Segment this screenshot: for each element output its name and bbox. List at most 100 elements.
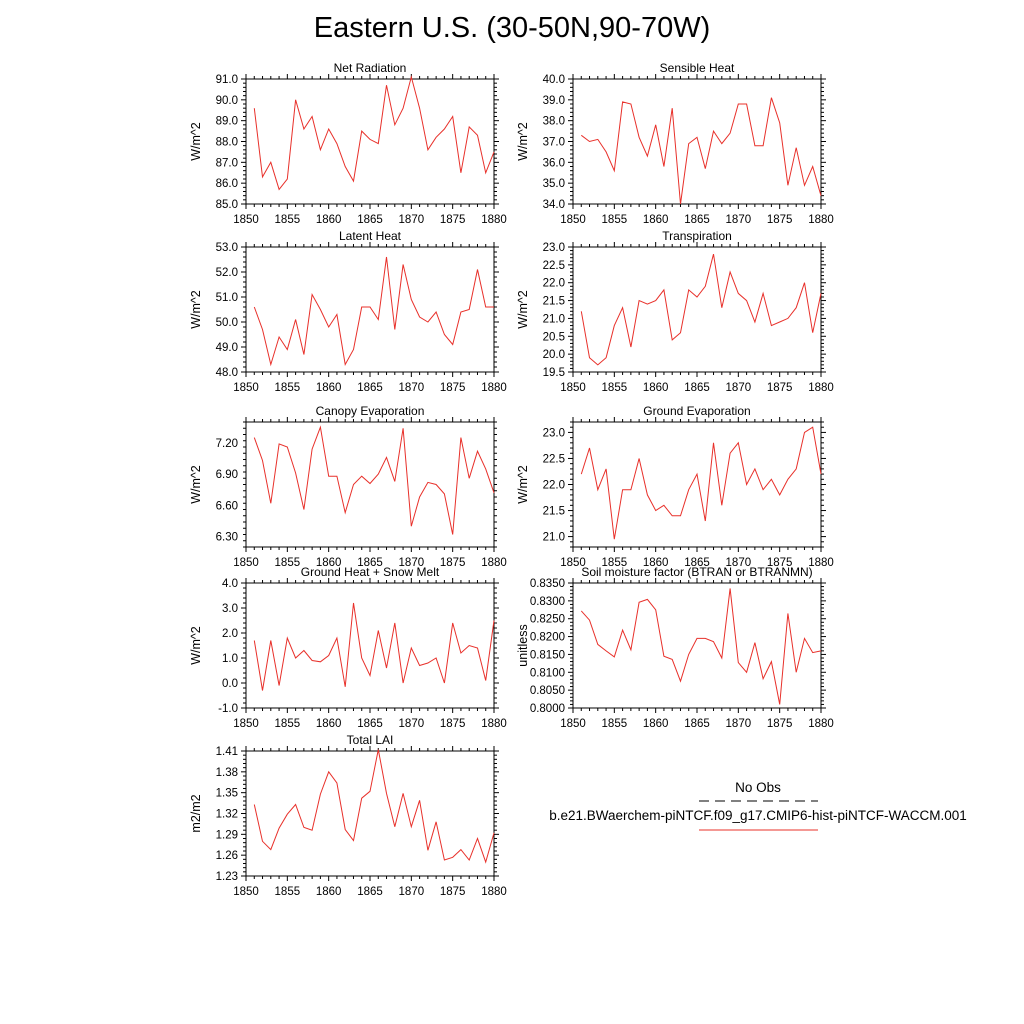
- y-axis-label: W/m^2: [189, 465, 203, 504]
- y-tick-label: 23.0: [543, 427, 565, 439]
- x-tick-label: 1855: [275, 557, 301, 569]
- y-tick-label: 22.0: [543, 480, 565, 492]
- y-tick-label: 87.0: [216, 157, 238, 169]
- x-tick-label: 1880: [481, 214, 507, 226]
- y-tick-label: 22.0: [543, 278, 565, 290]
- x-tick-label: 1860: [643, 718, 669, 730]
- x-tick-label: 1865: [684, 214, 710, 226]
- x-tick-label: 1875: [440, 886, 466, 898]
- y-tick-label: 1.38: [216, 767, 238, 779]
- y-tick-label: 88.0: [216, 137, 238, 149]
- y-tick-label: 0.8000: [530, 703, 565, 715]
- x-tick-label: 1875: [767, 557, 793, 569]
- y-tick-label: 0.8350: [530, 578, 565, 590]
- y-axis-label: W/m^2: [189, 626, 203, 665]
- y-tick-label: 20.0: [543, 349, 565, 361]
- y-tick-label: 36.0: [543, 157, 565, 169]
- x-tick-label: 1870: [399, 214, 425, 226]
- plot-frame: [572, 78, 822, 205]
- x-tick-label: 1865: [357, 557, 383, 569]
- y-tick-label: 51.0: [216, 292, 238, 304]
- panel-title: Total LAI: [347, 733, 394, 747]
- x-tick-label: 1870: [726, 382, 752, 394]
- y-tick-label: 0.8100: [530, 667, 565, 679]
- panel-title: Latent Heat: [339, 229, 402, 243]
- x-tick-label: 1875: [440, 382, 466, 394]
- panel-latent-heat: 1850 1855 1860 1865 1870 1875 1880 48.0 49.0 50.0…: [189, 229, 507, 394]
- page-title: Eastern U.S. (30-50N,90-70W): [313, 12, 711, 44]
- plot-frame: [572, 421, 822, 548]
- y-tick-label: 86.0: [216, 178, 238, 190]
- x-tick-label: 1870: [399, 886, 425, 898]
- x-tick-label: 1880: [808, 214, 834, 226]
- x-tick-label: 1855: [275, 214, 301, 226]
- y-tick-label: 1.26: [216, 850, 238, 862]
- y-tick-label: 6.90: [216, 469, 238, 481]
- series-line: [253, 74, 495, 191]
- y-tick-label: 40.0: [543, 74, 565, 86]
- y-tick-label: 2.0: [222, 628, 238, 640]
- y-tick-label: 20.5: [543, 331, 565, 343]
- y-tick-label: 0.0: [222, 678, 238, 690]
- x-tick-label: 1860: [316, 557, 342, 569]
- x-tick-label: 1850: [560, 382, 586, 394]
- y-tick-label: 48.0: [216, 367, 238, 379]
- x-tick-label: 1865: [357, 718, 383, 730]
- x-tick-label: 1860: [643, 557, 669, 569]
- y-axis-label: W/m^2: [516, 290, 530, 329]
- series-line: [253, 749, 495, 864]
- x-tick-label: 1855: [602, 718, 628, 730]
- x-tick-label: 1850: [233, 214, 259, 226]
- y-tick-label: 1.41: [216, 746, 238, 758]
- y-tick-label: 4.0: [222, 578, 238, 590]
- x-tick-label: 1875: [440, 557, 466, 569]
- x-tick-label: 1860: [316, 214, 342, 226]
- x-tick-label: 1860: [316, 718, 342, 730]
- y-tick-label: 53.0: [216, 242, 238, 254]
- x-tick-label: 1880: [481, 382, 507, 394]
- y-axis-label: W/m^2: [189, 122, 203, 161]
- y-tick-label: 0.8250: [530, 614, 565, 626]
- y-tick-label: 52.0: [216, 267, 238, 279]
- x-tick-label: 1855: [602, 214, 628, 226]
- y-tick-label: 0.8050: [530, 685, 565, 697]
- x-tick-label: 1875: [767, 214, 793, 226]
- x-tick-label: 1855: [275, 382, 301, 394]
- series-line: [580, 97, 822, 205]
- panel-soil-moisture-factor: 1850 1855 1860 1865 1870 1875 1880 0.8000 0.8050…: [516, 565, 834, 730]
- x-tick-label: 1865: [357, 382, 383, 394]
- y-tick-label: 22.5: [543, 260, 565, 272]
- series-line: [253, 602, 495, 691]
- x-tick-label: 1880: [808, 718, 834, 730]
- panel-canopy-evaporation: 1850 1855 1860 1865 1870 1875 1880 6.30 6.60 6.90…: [189, 404, 507, 569]
- series-line: [580, 253, 822, 366]
- y-tick-label: 1.32: [216, 809, 238, 821]
- y-tick-label: 6.30: [216, 532, 238, 544]
- y-tick-label: 21.5: [543, 296, 565, 308]
- y-axis-label: m2/m2: [189, 794, 203, 832]
- series-line: [580, 588, 822, 705]
- panel-net-radiation: 1850 1855 1860 1865 1870 1875 1880 85.0 86.0 87.0…: [189, 61, 507, 226]
- y-tick-label: 1.23: [216, 871, 238, 883]
- panel-title: Ground Evaporation: [643, 404, 750, 418]
- x-tick-label: 1880: [808, 557, 834, 569]
- y-tick-label: 0.8300: [530, 596, 565, 608]
- legend: No Obs b.e21.BWaerchem-piNTCF.f09_g17.CM…: [549, 780, 967, 831]
- x-tick-label: 1855: [275, 718, 301, 730]
- x-tick-label: 1870: [726, 718, 752, 730]
- x-tick-label: 1870: [399, 382, 425, 394]
- y-tick-label: -1.0: [218, 703, 238, 715]
- x-tick-label: 1855: [602, 557, 628, 569]
- x-tick-label: 1855: [602, 382, 628, 394]
- y-tick-label: 22.5: [543, 453, 565, 465]
- y-tick-label: 91.0: [216, 74, 238, 86]
- plot-frame: [245, 246, 495, 373]
- x-tick-label: 1850: [233, 557, 259, 569]
- panel-title: Soil moisture factor (BTRAN or BTRANMN): [581, 565, 812, 579]
- x-tick-label: 1875: [767, 718, 793, 730]
- panel-title: Ground Heat + Snow Melt: [301, 565, 440, 579]
- plot-frame: [245, 582, 495, 709]
- x-tick-label: 1850: [560, 557, 586, 569]
- y-tick-label: 0.8200: [530, 632, 565, 644]
